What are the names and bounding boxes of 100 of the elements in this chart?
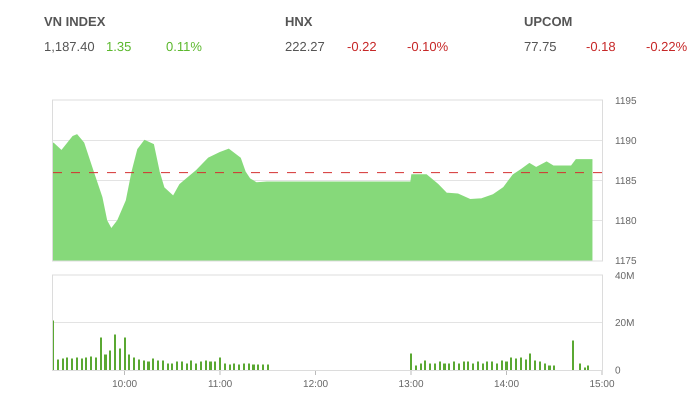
bar [181, 361, 183, 370]
bar [195, 363, 197, 370]
bar [190, 360, 192, 370]
bar [176, 361, 178, 370]
bar [429, 363, 431, 370]
bar [114, 334, 116, 370]
bar [267, 364, 269, 370]
bar [515, 358, 517, 370]
bar [209, 361, 212, 370]
bar [224, 363, 226, 370]
bar [104, 354, 107, 370]
bar [143, 360, 145, 370]
bar [443, 363, 446, 370]
bar [434, 363, 436, 370]
bar [410, 353, 412, 370]
y-tick-label: 20M [615, 318, 634, 330]
bar [243, 363, 245, 370]
bar [458, 363, 460, 370]
bar [81, 358, 83, 370]
bar [510, 357, 512, 370]
y-tick-label: 40M [615, 270, 634, 282]
bar [544, 363, 546, 370]
y-tick-label: 1190 [615, 136, 637, 148]
text: UPCOM [524, 14, 572, 29]
bar [539, 361, 541, 370]
bar [248, 363, 250, 370]
bar [219, 357, 221, 370]
bar [205, 360, 207, 370]
bar [133, 357, 135, 370]
bar [534, 360, 536, 370]
text: 0.11% [166, 39, 202, 54]
bar [420, 363, 422, 370]
text: 222.27 [285, 39, 325, 54]
text: -0.18 [586, 39, 616, 54]
bar [486, 361, 488, 370]
bar [95, 357, 97, 370]
bar [439, 361, 441, 370]
bar [424, 360, 426, 370]
bar [467, 361, 469, 370]
text: -0.22 [347, 39, 377, 54]
bar [525, 359, 527, 370]
y-tick-label: 0 [615, 365, 621, 376]
bar [152, 358, 154, 370]
y-tick-label: 1180 [615, 216, 637, 228]
text: VN INDEX [44, 14, 106, 29]
bar [463, 361, 465, 370]
x-tick-label: 10:00 [112, 379, 138, 390]
bar [257, 364, 259, 370]
bar [71, 358, 73, 370]
bar [448, 363, 450, 370]
bar [501, 360, 503, 370]
x-tick-label: 14:00 [494, 379, 520, 390]
text: 1.35 [106, 39, 132, 54]
bar [233, 363, 235, 370]
bar [584, 367, 586, 370]
bar [482, 363, 484, 370]
bar [147, 361, 150, 370]
bar [85, 357, 87, 370]
bar [124, 337, 126, 370]
bar [520, 357, 522, 370]
y-tick-label: 1185 [615, 176, 637, 188]
bar [496, 363, 498, 370]
bar [57, 359, 59, 370]
bar [415, 365, 417, 370]
text: 1,187.40 [44, 39, 95, 54]
x-tick-label: 12:00 [303, 379, 329, 390]
bar [200, 361, 202, 370]
bar [579, 363, 581, 370]
bar [238, 364, 240, 370]
bar [162, 360, 164, 370]
bar [477, 361, 479, 370]
bar [119, 348, 121, 370]
bar [572, 340, 574, 370]
text: HNX [285, 14, 313, 29]
x-tick-label: 11:00 [208, 379, 233, 390]
x-tick-label: 15:00 [589, 379, 615, 390]
bar [587, 365, 589, 370]
bar [100, 337, 102, 370]
text: -0.10% [407, 39, 449, 54]
bar [62, 358, 64, 370]
bar [548, 365, 551, 370]
bar [214, 361, 216, 370]
bar [66, 357, 68, 370]
bar [505, 361, 508, 370]
y-tick-label: 1195 [615, 96, 637, 108]
bar [167, 363, 169, 370]
bar [472, 363, 474, 370]
bar [90, 356, 92, 370]
bar [138, 359, 140, 370]
bar [229, 364, 231, 370]
bar [453, 361, 455, 370]
text: 77.75 [524, 39, 557, 54]
bar [529, 353, 531, 370]
bar [171, 363, 173, 370]
y-tick-label: 1175 [615, 256, 637, 267]
bar [109, 350, 111, 370]
bar [186, 363, 188, 370]
bar [491, 361, 493, 370]
bar [252, 364, 255, 370]
bar [128, 354, 130, 370]
